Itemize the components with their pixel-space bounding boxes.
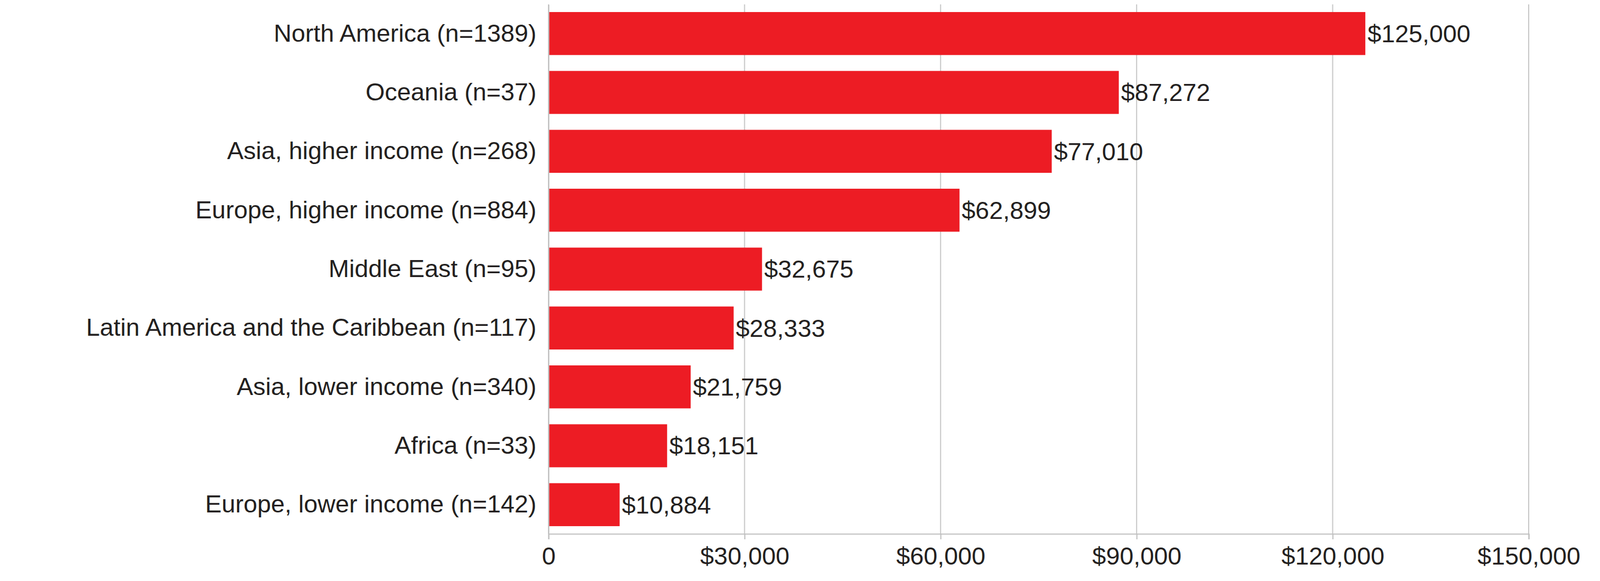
x-tick: 0 (541, 533, 556, 570)
y-tick: North America (n=1389) (273, 19, 549, 48)
x-tick: $60,000 (896, 533, 986, 570)
data-label: $18,151 (669, 431, 759, 460)
bar (548, 306, 734, 350)
y-tick: Africa (n=33) (394, 431, 549, 460)
data-label: $10,884 (622, 490, 712, 519)
bar (548, 247, 762, 291)
x-tick: $30,000 (700, 533, 790, 570)
y-tick-label: Latin America and the Caribbean (n=117) (86, 313, 537, 342)
x-axis-line (549, 534, 1530, 540)
y-axis-line (548, 4, 550, 535)
x-tick-label: $120,000 (1281, 541, 1385, 570)
y-tick-label: Asia, higher income (n=268) (227, 136, 537, 165)
data-label: $125,000 (1367, 19, 1471, 48)
bar (548, 12, 1366, 55)
x-tick-label: $150,000 (1477, 541, 1581, 570)
grid-line (1528, 4, 1530, 534)
data-label: $28,333 (736, 314, 826, 343)
y-tick-label: Middle East (n=95) (328, 254, 537, 283)
y-tick-label: Europe, higher income (n=884) (195, 195, 537, 224)
x-axis: 0 $30,000 $60,000 $90,000 $120,000 $150,000 (541, 533, 1581, 570)
bar (548, 70, 1119, 114)
bars (548, 12, 1366, 527)
grid-line (1332, 4, 1334, 534)
y-tick-label: Asia, lower income (n=340) (236, 372, 537, 401)
data-label: $87,272 (1121, 78, 1211, 107)
x-tick-mark (1136, 533, 1138, 540)
y-tick-label: North America (n=1389) (273, 19, 537, 48)
bar (548, 188, 960, 232)
y-tick: Europe, higher income (n=884) (195, 195, 549, 224)
data-label: $77,010 (1053, 137, 1144, 166)
data-labels: $125,000 $87,272 $77,010 $62,899 $32,675 $28,… (622, 19, 1471, 519)
y-tick: Oceania (n=37) (365, 77, 549, 106)
x-tick-label: $60,000 (896, 541, 986, 570)
y-tick: Asia, lower income (n=340) (236, 372, 549, 401)
y-tick-label: Oceania (n=37) (365, 77, 537, 106)
x-tick: $120,000 (1281, 533, 1385, 570)
x-tick-mark (1528, 533, 1530, 540)
bar (548, 483, 620, 527)
y-tick-label: Europe, lower income (n=142) (205, 489, 537, 518)
y-tick: Middle East (n=95) (328, 254, 549, 283)
data-label: $32,675 (764, 255, 854, 284)
x-tick-label: $30,000 (700, 541, 790, 570)
y-tick: Europe, lower income (n=142) (205, 489, 549, 518)
x-tick-label: $90,000 (1092, 541, 1182, 570)
grid (548, 4, 1529, 534)
x-tick: $90,000 (1092, 533, 1182, 570)
bar (548, 365, 691, 409)
x-tick-mark (744, 533, 746, 540)
plot: $125,000 $87,272 $77,010 $62,899 $32,675 $28,… (86, 4, 1581, 570)
chart: $125,000 $87,272 $77,010 $62,899 $32,675 $28,… (0, 0, 1600, 581)
bar (548, 423, 667, 467)
y-tick: Latin America and the Caribbean (n=117) (86, 313, 549, 342)
y-tick: Asia, higher income (n=268) (227, 136, 549, 165)
x-tick: $150,000 (1477, 533, 1581, 570)
grid-line (547, 4, 550, 534)
data-label: $21,759 (692, 372, 783, 401)
data-label: $62,899 (961, 196, 1051, 225)
x-tick-label: 0 (541, 541, 556, 570)
y-tick-label: Africa (n=33) (394, 431, 537, 460)
bar (548, 129, 1052, 173)
x-tick-mark (940, 533, 942, 540)
x-tick-mark (1332, 533, 1334, 540)
x-tick-mark (548, 533, 550, 540)
y-axis: North America (n=1389) Oceania (n=37) Asia… (86, 4, 549, 535)
